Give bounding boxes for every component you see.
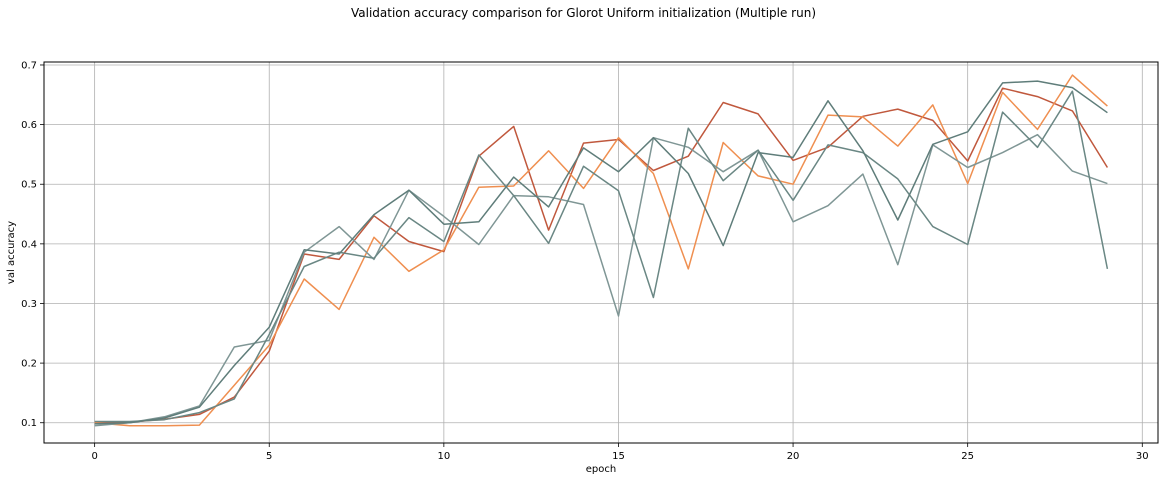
series-line-3 xyxy=(94,133,1108,427)
y-tick-label: 0.1 xyxy=(21,418,37,429)
x-tick-label: 25 xyxy=(961,451,974,462)
y-tick-label: 0.3 xyxy=(21,299,37,310)
y-tick-label: 0.2 xyxy=(21,359,37,370)
x-tick-label: 20 xyxy=(787,451,800,462)
y-axis-label: val accuracy xyxy=(6,221,17,284)
series-line-5 xyxy=(94,80,1108,425)
x-tick-label: 5 xyxy=(266,451,272,462)
x-axis-label: epoch xyxy=(586,464,616,475)
grid-layer xyxy=(44,62,1158,443)
y-tick-label: 0.5 xyxy=(21,180,37,191)
y-tick-label: 0.4 xyxy=(21,239,37,250)
chart-title: Validation accuracy comparison for Gloro… xyxy=(350,6,817,20)
y-tick-label: 0.7 xyxy=(21,60,37,71)
x-tick-label: 10 xyxy=(437,451,450,462)
plot-frame xyxy=(43,61,1159,444)
series-line-1 xyxy=(94,87,1109,423)
y-tick-label: 0.6 xyxy=(21,120,37,131)
x-tick-label: 15 xyxy=(612,451,625,462)
x-tick-label: 30 xyxy=(1136,451,1149,462)
x-tick-label: 0 xyxy=(91,451,97,462)
series-line-2 xyxy=(94,74,1108,427)
series-line-4 xyxy=(94,90,1109,423)
series-layer xyxy=(94,74,1109,427)
tick-layer: 0 5 10 15 20 25 30 0.1 0.2 0.3 0.4 0.5 0.6 0.7 xyxy=(21,60,1149,462)
